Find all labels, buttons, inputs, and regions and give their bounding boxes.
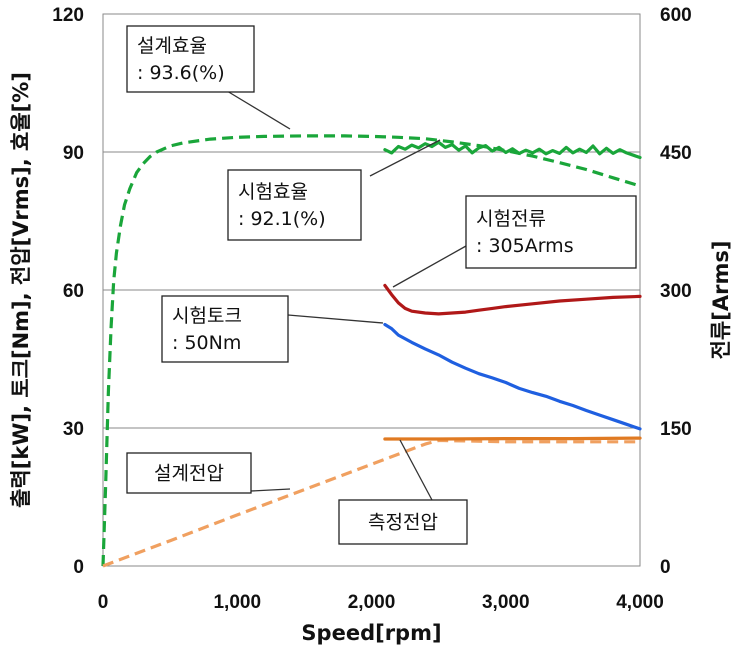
- annotation-text: 설계효율: [137, 35, 207, 57]
- annotation-leader-line: [392, 245, 467, 288]
- y-tick-label-left: 90: [63, 143, 84, 164]
- annotation-text: 측정전압: [368, 512, 438, 534]
- y-tick-label-right: 0: [660, 557, 671, 578]
- annotation-leader-line: [369, 139, 441, 177]
- x-tick-label: 1,000: [213, 592, 261, 613]
- annotation-box: [227, 169, 362, 241]
- series-line-test-torque: [383, 322, 642, 431]
- y-tick-label-left: 0: [73, 557, 84, 578]
- series-line-meas-volt: [383, 436, 642, 441]
- y-tick-label-left: 60: [63, 281, 84, 302]
- annotation-box: [161, 295, 289, 363]
- annotation-text: 시험전류: [476, 208, 546, 230]
- annotation-leader-line: [399, 439, 433, 501]
- annotation-box: [465, 195, 637, 269]
- annotation-text: 시험토크: [172, 305, 242, 327]
- y-tick-label-right: 600: [660, 5, 692, 26]
- annotation-box: [338, 499, 468, 545]
- y-axis-title-left: 출력[kW], 토크[Nm], 전압[Vrms], 효율[%]: [9, 72, 33, 508]
- annotation-box: [126, 452, 252, 494]
- annotation-text: : 92.1(%): [238, 208, 326, 230]
- y-tick-label-right: 150: [660, 419, 692, 440]
- annotation-leader-line: [250, 488, 291, 492]
- annotation-1: 시험효율 : 92.1(%): [227, 139, 441, 241]
- annotation-text: : 305Arms: [476, 235, 574, 257]
- annotation-leader-line: [287, 314, 384, 324]
- annotation-text: 시험효율: [238, 181, 308, 203]
- annotation-0: 설계효율 : 93.6(%): [126, 25, 291, 130]
- annotation-leader-line: [226, 90, 291, 130]
- series-line-test-eff: [383, 140, 642, 160]
- plot-frame: [102, 13, 641, 567]
- series-line-design-eff: [101, 134, 641, 567]
- plot-border: [102, 13, 641, 567]
- tick-labels: 0 1,000 2,000 3,000 4,000 0 30 60 90 120 0 150 300 45…: [52, 5, 691, 613]
- y-tick-label-right: 300: [660, 281, 692, 302]
- y-axis-title-right: 전류[Arms]: [709, 241, 733, 360]
- grid-lines: [103, 151, 640, 429]
- series-line-test-current: [383, 283, 642, 316]
- y-tick-label-right: 450: [660, 143, 692, 164]
- annotations-layer: 설계효율: 93.6(%)시험효율: 92.1(%) 시험전류: 305Arms시…: [126, 25, 637, 545]
- series-layer: [101, 134, 642, 568]
- annotation-text: : 93.6(%): [137, 62, 225, 84]
- annotation-text: 설계전압: [154, 463, 224, 485]
- annotation-text: : 50Nm: [172, 332, 241, 354]
- annotation-box: [126, 25, 255, 93]
- annotation-2: 시험전류 : 305Arms: [392, 195, 637, 288]
- x-tick-label: 4,000: [616, 592, 664, 613]
- y-tick-label-left: 120: [52, 5, 84, 26]
- x-tick-label: 0: [98, 592, 109, 613]
- x-axis-title: Speed[rpm]: [301, 621, 441, 645]
- x-tick-label: 3,000: [482, 592, 530, 613]
- series-line-design-volt: [102, 438, 640, 568]
- annotation-3: 시험토크 : 50Nm: [161, 295, 384, 363]
- annotation-5: 측정전압: [338, 439, 468, 545]
- y-tick-label-left: 30: [63, 419, 84, 440]
- x-tick-label: 2,000: [348, 592, 396, 613]
- annotation-4: 설계전압: [126, 452, 291, 494]
